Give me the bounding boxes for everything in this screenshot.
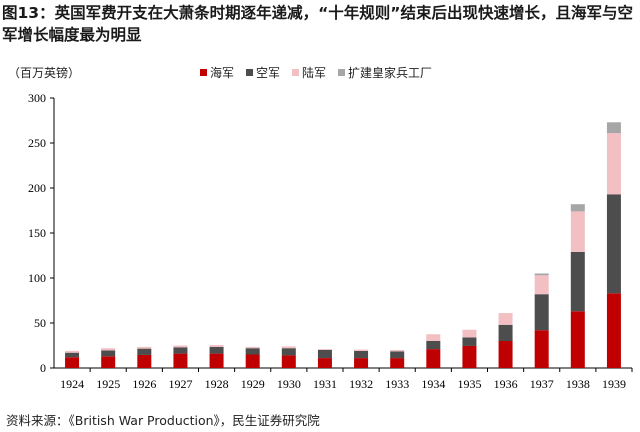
bar-1937-3 [534,273,549,276]
x-tick-label: 1939 [602,377,626,391]
bar-1925-2 [101,348,116,351]
legend-label: 陆军 [302,66,327,80]
y-tick-label: 200 [28,181,46,195]
bar-1926-1 [137,348,152,355]
bar-1935-0 [462,345,477,368]
legend-item-airforce: 空军 [246,64,280,81]
bar-1927-1 [173,347,188,354]
bar-1931-2 [317,349,332,350]
x-tick-label: 1931 [313,377,337,391]
y-tick-label: 150 [28,226,46,240]
bar-1928-1 [209,346,224,354]
legend-swatch [200,69,207,76]
legend-item-navy: 海军 [200,64,234,81]
bar-1929-1 [245,348,260,355]
bar-1937-0 [534,330,549,368]
source-note: 资料来源：《British War Production》，民生证券研究院 [6,413,320,428]
legend-item-army: 陆军 [292,64,326,81]
bar-1930-2 [281,346,296,349]
x-tick-label: 1936 [494,377,518,391]
bar-1939-3 [606,122,621,134]
bar-1928-0 [209,353,224,368]
bar-1932-0 [354,358,369,368]
bar-1931-1 [317,350,332,359]
bar-1934-1 [426,341,441,350]
legend: 海军 空军 陆军 扩建皇家兵工厂 [200,64,432,81]
bar-1938-3 [570,204,585,212]
bar-1932-2 [354,349,369,351]
bar-1939-1 [606,194,621,294]
bar-1936-0 [498,341,513,368]
x-tick-label: 1925 [96,377,120,391]
bar-1935-1 [462,337,477,346]
bar-1924-2 [65,350,80,353]
bar-1926-2 [137,346,152,349]
bar-1925-1 [101,350,116,357]
chart-title: 图13：英国军费开支在大萧条时期逐年递减，“十年规则”结束后出现快速增长，且海军… [2,4,633,44]
bar-1938-2 [570,211,585,252]
bar-1925-0 [101,356,116,368]
bar-1931-0 [317,358,332,368]
bar-1939-0 [606,293,621,368]
y-tick-label: 0 [40,361,46,375]
bar-1938-1 [570,251,585,312]
bar-1930-1 [281,348,296,356]
x-tick-label: 1927 [168,377,192,391]
bar-1934-0 [426,349,441,368]
bar-1927-0 [173,353,188,368]
bar-1938-0 [570,311,585,368]
y-tick-label: 250 [28,136,46,150]
x-tick-label: 1926 [132,377,156,391]
legend-item-ordnance: 扩建皇家兵工厂 [338,64,432,81]
bar-1927-2 [173,345,188,348]
bar-1929-2 [245,346,260,349]
bar-1930-0 [281,355,296,368]
legend-label: 海军 [210,66,235,80]
bar-1937-1 [534,294,549,331]
legend-label: 空军 [256,66,281,80]
bar-1933-2 [390,350,405,352]
bar-1936-1 [498,324,513,341]
y-tick-label: 300 [28,91,46,105]
legend-swatch [246,69,254,76]
bar-1929-0 [245,354,260,368]
bar-1926-0 [137,354,152,368]
bar-1935-2 [462,329,477,338]
bar-1939-2 [606,133,621,195]
x-tick-label: 1934 [421,377,445,391]
y-tick-label: 100 [28,271,46,285]
x-tick-label: 1928 [205,377,229,391]
legend-swatch [338,69,346,76]
bar-1937-2 [534,275,549,295]
x-tick-label: 1937 [530,377,554,391]
bar-1928-2 [209,345,224,347]
x-tick-label: 1933 [385,377,409,391]
x-tick-label: 1929 [241,377,265,391]
bar-1934-2 [426,334,441,341]
y-axis-unit: （百万英镑） [8,66,81,80]
bar-1933-1 [390,351,405,359]
y-tick-label: 50 [34,316,46,330]
x-tick-label: 1935 [457,377,481,391]
x-tick-label: 1932 [349,377,373,391]
x-tick-label: 1930 [277,377,301,391]
bar-1936-2 [498,313,513,325]
x-tick-label: 1938 [566,377,590,391]
bar-1932-1 [354,350,369,359]
legend-label: 扩建皇家兵工厂 [348,66,433,80]
legend-swatch [292,69,300,76]
x-tick-label: 1924 [60,377,84,391]
bar-1924-0 [65,357,80,368]
bar-1933-0 [390,358,405,368]
bar-1924-1 [65,352,80,358]
